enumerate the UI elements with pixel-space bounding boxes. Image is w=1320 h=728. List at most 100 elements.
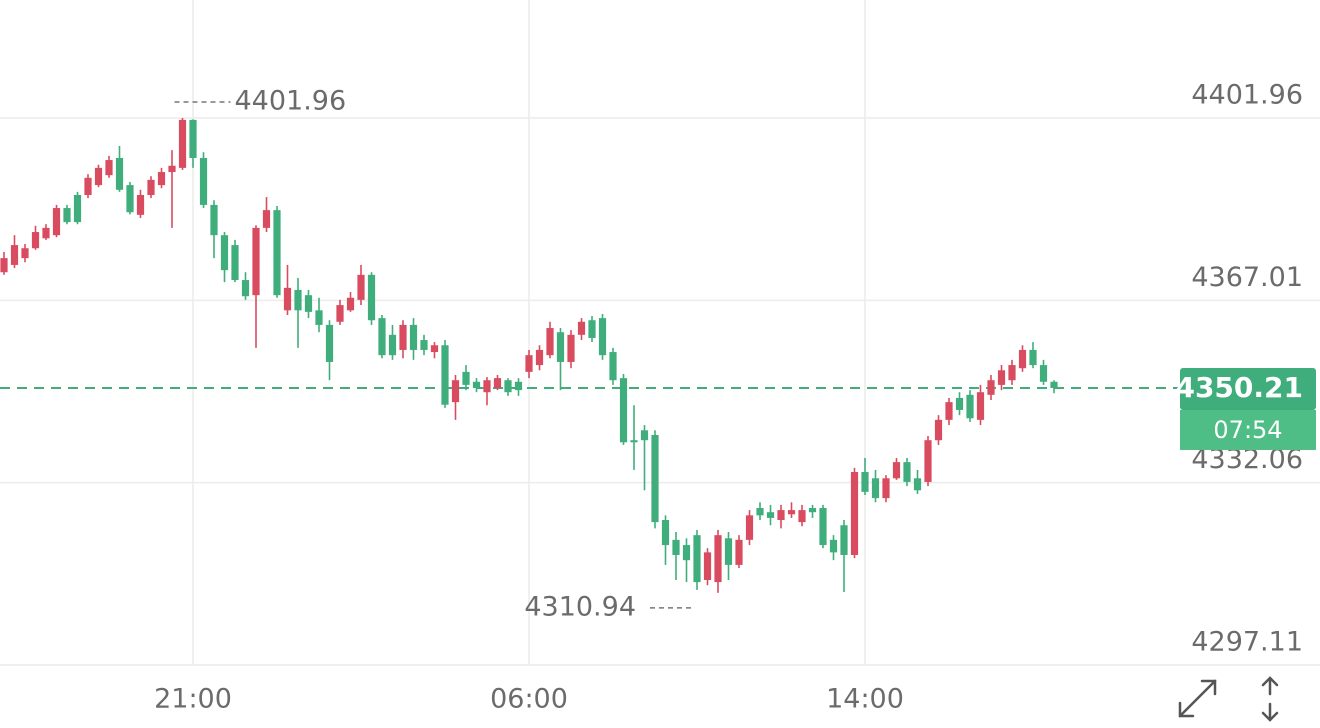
candle-body: [378, 318, 386, 356]
candle-body: [966, 394, 974, 419]
candle-body: [577, 321, 586, 335]
candle-body: [598, 318, 607, 356]
candle-body: [84, 177, 92, 196]
y-tick-label: 4401.96: [1191, 80, 1303, 111]
candle-body: [0, 258, 8, 273]
candle-body: [640, 430, 649, 441]
y-tick-label: 4297.11: [1191, 627, 1303, 658]
candle-body: [955, 397, 964, 410]
candle-body: [976, 392, 985, 420]
candle-body: [168, 165, 176, 173]
candle-body: [1008, 365, 1016, 381]
icon-line: [1261, 711, 1279, 722]
candle-body: [546, 328, 554, 356]
candle-body: [220, 235, 229, 271]
candle-body: [462, 371, 470, 385]
candle-body: [73, 195, 82, 223]
candle-body: [430, 345, 439, 353]
candle-body: [63, 208, 71, 223]
candle-body: [52, 208, 61, 236]
candle-body: [105, 160, 113, 176]
candle-body: [94, 167, 103, 186]
candle-body: [294, 289, 302, 311]
candle-body: [829, 539, 838, 553]
candle-body: [304, 295, 313, 312]
candle-body: [441, 345, 449, 405]
candle-body: [861, 472, 869, 492]
candle-body: [514, 381, 523, 391]
candle-body: [756, 508, 764, 516]
candle-body: [42, 227, 50, 239]
candle-body: [483, 380, 491, 393]
candle-body: [336, 305, 344, 322]
icon-line: [1178, 679, 1217, 718]
candle-body: [945, 402, 953, 420]
candles: [0, 118, 1058, 593]
candle-body: [871, 478, 880, 499]
candle-body: [619, 378, 628, 443]
candle-body: [273, 210, 281, 296]
candle-body: [924, 440, 932, 482]
last-price-label: 4350.21: [1175, 371, 1303, 404]
expand-icon[interactable]: [1178, 679, 1217, 718]
candle-body: [189, 119, 197, 158]
last-price-box: [1180, 367, 1316, 410]
candle-body: [588, 320, 596, 338]
candle-body: [745, 515, 754, 540]
x-tick-label: 14:00: [826, 684, 904, 715]
candle-body: [31, 232, 40, 249]
candle-body: [504, 380, 512, 393]
candle-body: [10, 245, 19, 265]
high-label: 4401.96: [235, 86, 347, 117]
candle-body: [472, 381, 481, 389]
candle-body: [1029, 349, 1037, 366]
candle-body: [703, 552, 712, 581]
candle-body: [882, 478, 890, 499]
candle-body: [346, 297, 355, 311]
candle-body: [787, 510, 796, 515]
candle-body: [808, 508, 817, 513]
candle-body: [315, 310, 323, 325]
y-tick-label: 4367.01: [1191, 262, 1303, 293]
candle-body: [903, 462, 911, 482]
candle-body: [147, 179, 155, 196]
candle-body: [735, 539, 743, 565]
candle-body: [126, 185, 134, 213]
x-tick-label: 06:00: [490, 684, 568, 715]
scale-icon[interactable]: [1261, 676, 1279, 722]
candle-body: [357, 274, 365, 300]
candle-body: [997, 370, 1006, 385]
candle-body: [672, 539, 680, 555]
candle-body: [777, 510, 785, 521]
candle-body: [630, 440, 638, 443]
icon-line: [1261, 676, 1279, 687]
candle-body: [724, 538, 733, 565]
candle-body: [157, 172, 166, 186]
candle-body: [661, 520, 670, 546]
candle-body: [714, 535, 722, 583]
candle-body: [367, 274, 376, 321]
icon-line: [1178, 701, 1195, 718]
candle-body: [840, 525, 848, 555]
candle-body: [1039, 365, 1048, 382]
candle-body: [199, 157, 208, 205]
candle-body: [798, 510, 806, 523]
candle-body: [241, 280, 250, 297]
candle-body: [913, 478, 922, 491]
candle-body: [525, 355, 533, 372]
candle-body: [136, 195, 145, 215]
candle-body: [987, 380, 995, 395]
candle-body: [21, 248, 29, 259]
candle-body: [178, 119, 187, 168]
countdown-label: 07:54: [1213, 416, 1282, 444]
candle-body: [850, 472, 859, 555]
candle-body: [609, 352, 617, 381]
candle-body: [819, 508, 827, 546]
x-tick-label: 21:00: [154, 684, 232, 715]
countdown-box: [1180, 409, 1316, 450]
candle-body: [1018, 349, 1027, 369]
low-label: 4310.94: [524, 591, 636, 622]
candle-body: [693, 535, 701, 583]
